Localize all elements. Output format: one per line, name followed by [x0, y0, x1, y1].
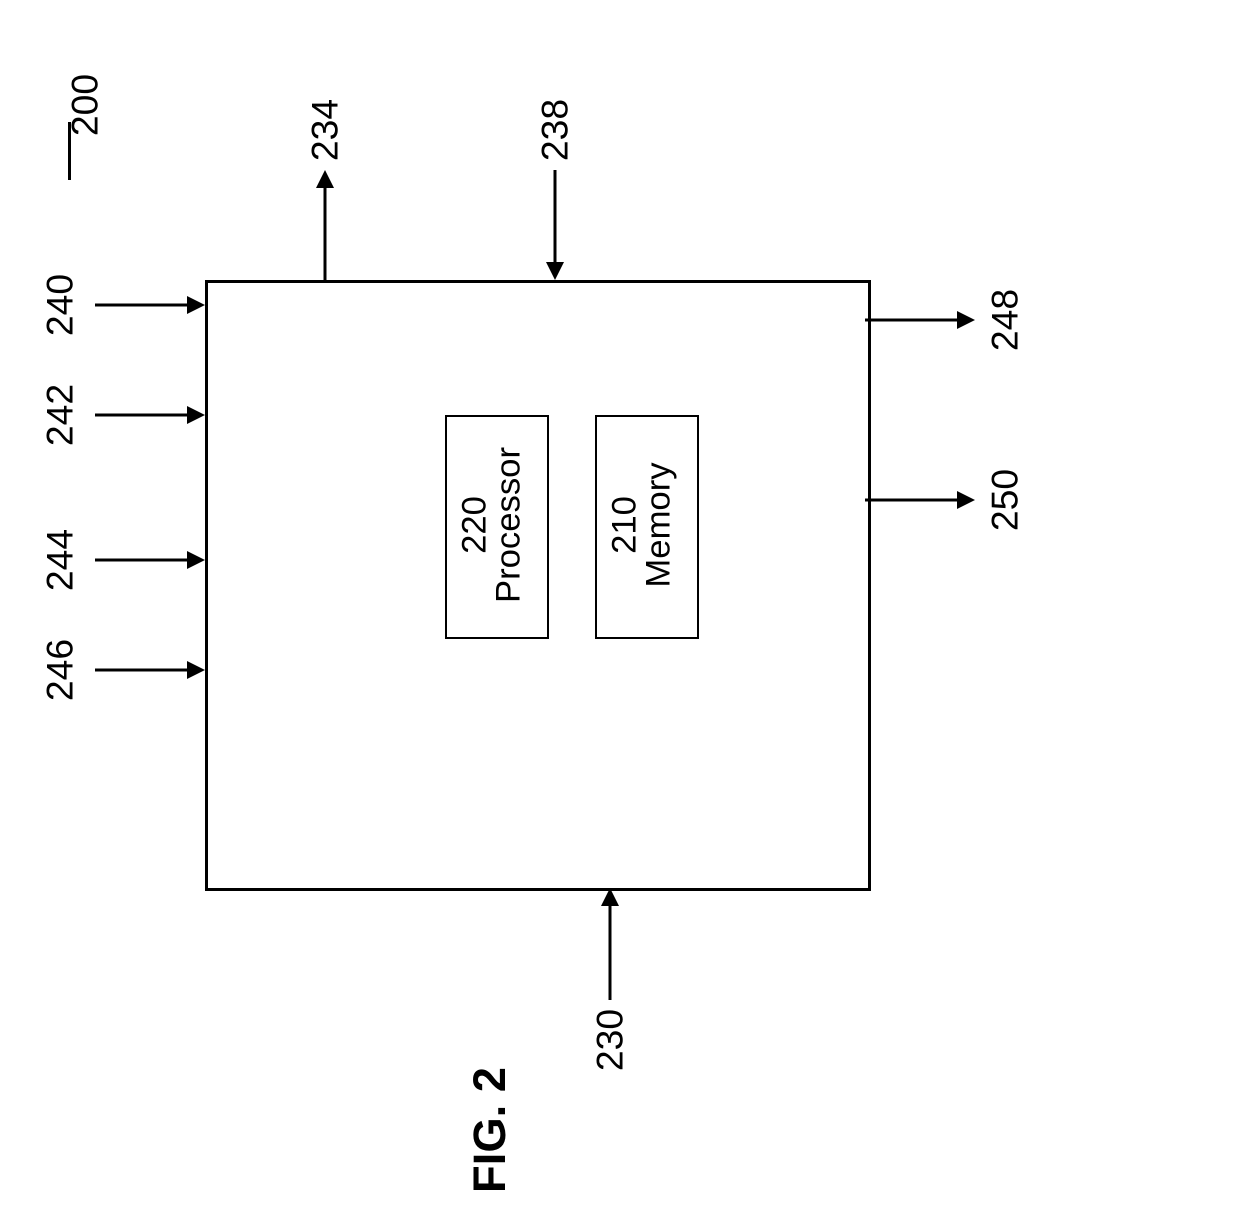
ref-238-label: 238 [534, 99, 577, 161]
ref-240-label: 240 [39, 274, 82, 336]
ref-248-label: 248 [984, 289, 1027, 351]
ref-200-underline [68, 122, 71, 180]
figure-caption: FIG. 2 [464, 1067, 516, 1193]
ref-230-label: 230 [589, 1009, 632, 1071]
diagram-canvas: Processor 220 Memory 210 200 234 238 240… [0, 0, 1240, 1216]
ref-244-label: 244 [39, 529, 82, 591]
ref-234-label: 234 [304, 99, 347, 161]
ref-242-label: 242 [39, 384, 82, 446]
ref-250-label: 250 [984, 469, 1027, 531]
ref-246-label: 246 [39, 639, 82, 701]
